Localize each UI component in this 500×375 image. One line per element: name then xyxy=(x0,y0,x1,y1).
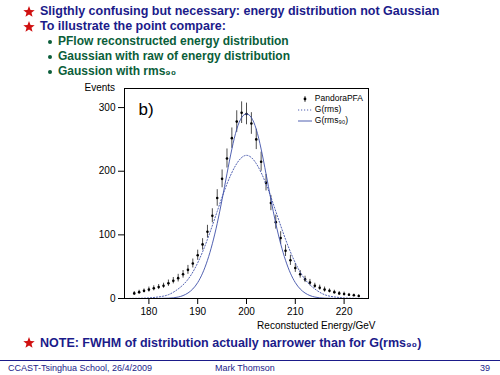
svg-text:100: 100 xyxy=(99,229,116,240)
svg-text:Events: Events xyxy=(85,82,116,93)
html-text:Mark Thomson: Mark Thomson xyxy=(215,363,275,373)
html-text:G(rms₉₀): G(rms₉₀) xyxy=(314,115,349,125)
svg-text:b): b) xyxy=(139,100,154,119)
html-text:Gaussian with raw of energy di: Gaussian with raw of energy distribution xyxy=(58,49,290,63)
html-text:PandoraPFA: PandoraPFA xyxy=(314,93,363,103)
html-text:Gaussion with rms₉₀: Gaussion with rms₉₀ xyxy=(58,64,177,78)
svg-text:0: 0 xyxy=(110,293,116,304)
svg-text:Reconstucted Energy/GeV: Reconstucted Energy/GeV xyxy=(257,320,376,331)
svg-text:220: 220 xyxy=(336,306,353,317)
svg-text:200: 200 xyxy=(99,165,116,176)
svg-text:210: 210 xyxy=(287,306,304,317)
html-text:To illustrate the point compar: To illustrate the point compare: xyxy=(40,19,226,33)
html-text:39: 39 xyxy=(480,363,490,373)
svg-text:200: 200 xyxy=(238,306,255,317)
html-text:NOTE: FWHM of distribution act: NOTE: FWHM of distribution actually narr… xyxy=(40,336,422,350)
html-text:CCAST-Tsinghua School, 26/4/20: CCAST-Tsinghua School, 26/4/2009 xyxy=(8,363,153,373)
svg-text:180: 180 xyxy=(141,306,158,317)
html-text:PFlow reconstructed energy dis: PFlow reconstructed energy distribution xyxy=(58,34,289,48)
svg-text:300: 300 xyxy=(99,102,116,113)
html-text:Sligthly confusing but necessa: Sligthly confusing but necessary: energy… xyxy=(40,4,440,18)
svg-text:190: 190 xyxy=(189,306,206,317)
html-text:G(rms): G(rms) xyxy=(314,104,342,114)
